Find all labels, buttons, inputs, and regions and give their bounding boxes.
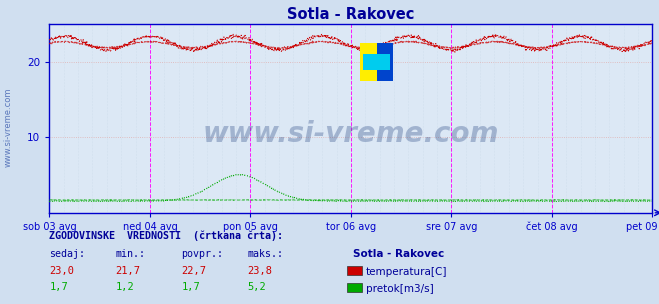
Text: 1,7: 1,7 <box>49 282 68 292</box>
Text: maks.:: maks.: <box>247 249 283 259</box>
Text: www.si-vreme.com: www.si-vreme.com <box>203 120 499 148</box>
Title: Sotla - Rakovec: Sotla - Rakovec <box>287 7 415 22</box>
Text: min.:: min.: <box>115 249 146 259</box>
Text: 5,2: 5,2 <box>247 282 266 292</box>
Text: povpr.:: povpr.: <box>181 249 223 259</box>
Text: pretok[m3/s]: pretok[m3/s] <box>366 284 434 294</box>
Text: 1,7: 1,7 <box>181 282 200 292</box>
Text: Sotla - Rakovec: Sotla - Rakovec <box>353 249 444 259</box>
Text: temperatura[C]: temperatura[C] <box>366 267 447 277</box>
Text: 23,0: 23,0 <box>49 266 74 276</box>
Text: www.si-vreme.com: www.si-vreme.com <box>3 88 13 168</box>
Text: sedaj:: sedaj: <box>49 249 86 259</box>
Text: 1,2: 1,2 <box>115 282 134 292</box>
Text: ZGODOVINSKE  VREDNOSTI  (črtkana črta):: ZGODOVINSKE VREDNOSTI (črtkana črta): <box>49 230 283 241</box>
Text: 22,7: 22,7 <box>181 266 206 276</box>
Text: 23,8: 23,8 <box>247 266 272 276</box>
Text: 21,7: 21,7 <box>115 266 140 276</box>
